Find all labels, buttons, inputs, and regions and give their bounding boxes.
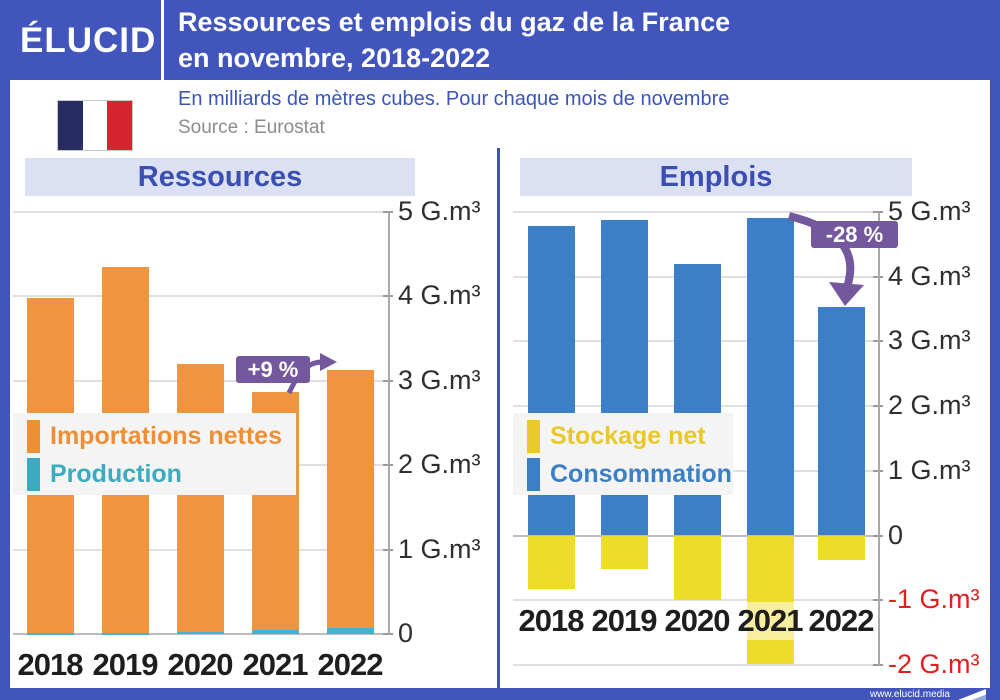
gridline: [513, 211, 878, 213]
legend-label: Stockage net: [550, 422, 706, 450]
flag-stripe-blue: [58, 101, 83, 150]
bar-segment-importations-nettes: [326, 369, 374, 629]
section-title-emplois: Emplois: [520, 158, 912, 196]
elucid-flag-icon: [958, 689, 986, 700]
x-tick-label: 2018: [17, 647, 84, 682]
bar-segment-production: [251, 629, 299, 634]
bar-segment-stockage-net: [673, 535, 721, 601]
title-line-2: en novembre, 2018-2022: [178, 43, 491, 73]
axis-tick: [383, 633, 393, 635]
header-banner: ÉLUCID Ressources et emplois du gaz de l…: [0, 0, 1000, 80]
x-tick-label: 2020: [167, 647, 234, 682]
france-flag-icon: [57, 100, 133, 151]
x-tick-label: 2020: [662, 602, 732, 640]
legend-box: [513, 413, 733, 495]
bar-segment-production: [326, 628, 374, 634]
gridline: [13, 295, 388, 298]
y-tick-label: 2 G.m³: [398, 449, 481, 480]
y-tick-label: 4 G.m³: [888, 260, 971, 291]
y-tick-label: 5 G.m³: [888, 196, 971, 226]
gridline: [513, 663, 878, 666]
title-line-1: Ressources et emplois du gaz de la Franc…: [178, 7, 731, 37]
x-tick-label: 2019: [589, 602, 659, 640]
legend-label: Importations nettes: [50, 422, 282, 450]
x-tick-label: 2021: [242, 647, 309, 682]
y-axis-line: [388, 212, 390, 634]
section-title-ressources: Ressources: [25, 158, 415, 196]
bar-segment-stockage-net: [600, 535, 648, 570]
bar-segment-stockage-net: [746, 535, 794, 664]
y-tick-label: -1 G.m³: [888, 584, 980, 615]
y-axis-line: [878, 212, 880, 665]
y-tick-label: 2 G.m³: [888, 390, 971, 421]
legend-swatch: [527, 458, 540, 491]
y-tick-label: -2 G.m³: [888, 648, 980, 679]
page-title: Ressources et emplois du gaz de la Franc…: [178, 4, 730, 76]
legend-swatch: [527, 420, 540, 453]
x-tick-label: 2019: [92, 647, 159, 682]
chart-source: Source : Eurostat: [178, 117, 325, 138]
annotation-plus9: +9 %: [236, 356, 310, 383]
bar-segment-consommation: [817, 307, 865, 536]
flag-stripe-white: [82, 101, 108, 150]
legend-swatch: [27, 420, 40, 453]
chart-subtitle: En milliards de mètres cubes. Pour chaqu…: [178, 88, 730, 110]
y-tick-label: 3 G.m³: [398, 364, 481, 395]
gridline: [13, 211, 388, 213]
y-tick-label: 4 G.m³: [398, 280, 481, 311]
elucid-logo: ÉLUCID: [20, 21, 157, 60]
bar-segment-consommation: [746, 218, 794, 536]
y-tick-label: 1 G.m³: [888, 454, 971, 485]
bar-segment-production: [101, 633, 149, 635]
bar-segment-stockage-net: [527, 535, 575, 590]
footer-band: [0, 688, 1000, 700]
gridline: [513, 599, 878, 602]
gridline: [13, 633, 388, 635]
legend-box: [13, 413, 296, 495]
bar-segment-production: [26, 633, 74, 635]
legend-swatch: [27, 458, 40, 491]
x-tick-label: 2018: [516, 602, 586, 640]
header-divider: [161, 0, 164, 80]
y-tick-label: 3 G.m³: [888, 325, 971, 356]
annotation-minus28: -28 %: [811, 221, 898, 248]
x-tick-label: 2021: [735, 602, 805, 640]
y-tick-label: 0: [398, 618, 414, 648]
y-tick-label: 5 G.m³: [398, 196, 481, 226]
flag-stripe-red: [107, 101, 133, 150]
y-tick-label: 1 G.m³: [398, 533, 481, 564]
charts-divider: [497, 148, 500, 688]
bar-segment-stockage-net: [817, 535, 865, 561]
axis-tick: [873, 663, 883, 666]
y-tick-label: 0: [888, 519, 904, 550]
footer-site-url: www.elucid.media: [869, 688, 950, 700]
bar-segment-importations-nettes: [176, 363, 224, 633]
x-tick-label: 2022: [806, 602, 876, 640]
bar-segment-production: [176, 632, 224, 634]
x-tick-label: 2022: [317, 647, 384, 682]
legend-label: Production: [50, 460, 182, 488]
legend-label: Consommation: [550, 460, 732, 488]
